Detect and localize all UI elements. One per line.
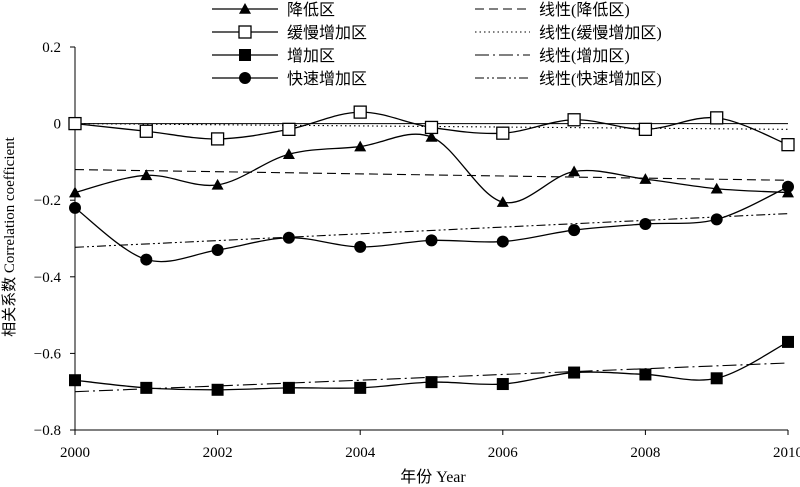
y-axis-label: 相关系数 Correlation coefficient	[1, 136, 18, 336]
y-tick-label: −0.8	[34, 423, 61, 439]
legend-trend-label: 线性(增加区)	[539, 47, 630, 65]
data-point	[567, 113, 581, 127]
data-point	[68, 116, 82, 131]
data-point	[568, 165, 581, 177]
data-point	[425, 234, 438, 247]
data-point	[782, 180, 794, 193]
y-tick-label: −0.2	[34, 193, 61, 209]
legend-label: 降低区	[287, 1, 335, 19]
data-point	[140, 169, 153, 181]
data-point	[354, 381, 367, 394]
data-point	[568, 224, 581, 237]
data-point	[781, 138, 795, 152]
data-point	[425, 376, 438, 389]
data-point	[496, 235, 509, 248]
data-point	[639, 368, 652, 381]
trend-line	[74, 169, 789, 181]
x-tick-label: 2004	[345, 445, 376, 461]
series-lines	[68, 105, 795, 396]
data-point	[282, 381, 295, 394]
legend-marker	[239, 49, 251, 61]
legend-label: 增加区	[287, 47, 335, 65]
data-point	[69, 201, 81, 214]
trend-lines	[74, 123, 789, 393]
data-point	[282, 231, 295, 244]
data-point	[639, 217, 652, 230]
data-point	[354, 140, 367, 152]
data-point	[69, 186, 81, 198]
data-point	[140, 381, 153, 394]
data-point	[496, 126, 510, 140]
y-tick-label: 0.2	[42, 40, 61, 56]
data-point	[211, 383, 224, 396]
x-axis-label: 年份 Year	[400, 468, 466, 486]
legend-marker	[239, 72, 251, 84]
data-point	[211, 243, 224, 256]
data-point	[425, 131, 438, 142]
data-point	[568, 366, 581, 379]
y-tick-label: −0.4	[34, 270, 62, 286]
legend-label: 快速增加区	[287, 70, 367, 88]
legend: 降低区 线性(降低区) 缓慢增加区 线性(缓慢增加区) 增加区 线性(增加区) 快速增加区 线…	[212, 1, 662, 88]
data-point	[782, 335, 794, 348]
data-point	[710, 213, 723, 226]
x-tick-label: 2002	[203, 445, 233, 461]
data-point	[211, 178, 224, 190]
x-tick-label: 2006	[488, 445, 519, 461]
data-point	[710, 111, 724, 125]
data-point	[638, 122, 653, 136]
data-point	[353, 105, 367, 119]
data-point	[282, 148, 295, 160]
trend-line	[74, 213, 789, 248]
data-point	[639, 173, 652, 184]
data-point	[140, 253, 153, 266]
legend-trend-label: 线性(快速增加区)	[539, 70, 662, 88]
data-point	[210, 132, 225, 146]
data-point	[354, 240, 367, 253]
x-tick-label: 2008	[630, 445, 660, 461]
axes: 0.2 0 −0.2 −0.4 −0.6 −0.8 2000 2002 2004 2006 2008…	[34, 40, 800, 461]
y-tick-label: −0.6	[34, 346, 62, 362]
series-line	[74, 133, 789, 204]
data-point	[710, 372, 723, 385]
legend-trend-label: 线性(缓慢增加区)	[539, 24, 662, 42]
data-point	[424, 120, 439, 135]
data-point	[710, 182, 723, 194]
x-tick-label: 2010	[773, 445, 800, 461]
legend-label: 缓慢增加区	[287, 24, 367, 42]
legend-marker	[238, 25, 252, 39]
data-point	[496, 196, 509, 207]
legend-marker	[239, 3, 251, 14]
trend-line	[74, 362, 789, 393]
data-point	[282, 122, 296, 136]
data-point	[139, 124, 153, 138]
y-tick-label: 0	[54, 117, 62, 133]
x-tick-label: 2000	[60, 445, 90, 461]
data-point	[496, 378, 509, 391]
series-line	[74, 186, 789, 263]
legend-trend-label: 线性(降低区)	[539, 1, 630, 19]
data-point	[69, 374, 81, 387]
